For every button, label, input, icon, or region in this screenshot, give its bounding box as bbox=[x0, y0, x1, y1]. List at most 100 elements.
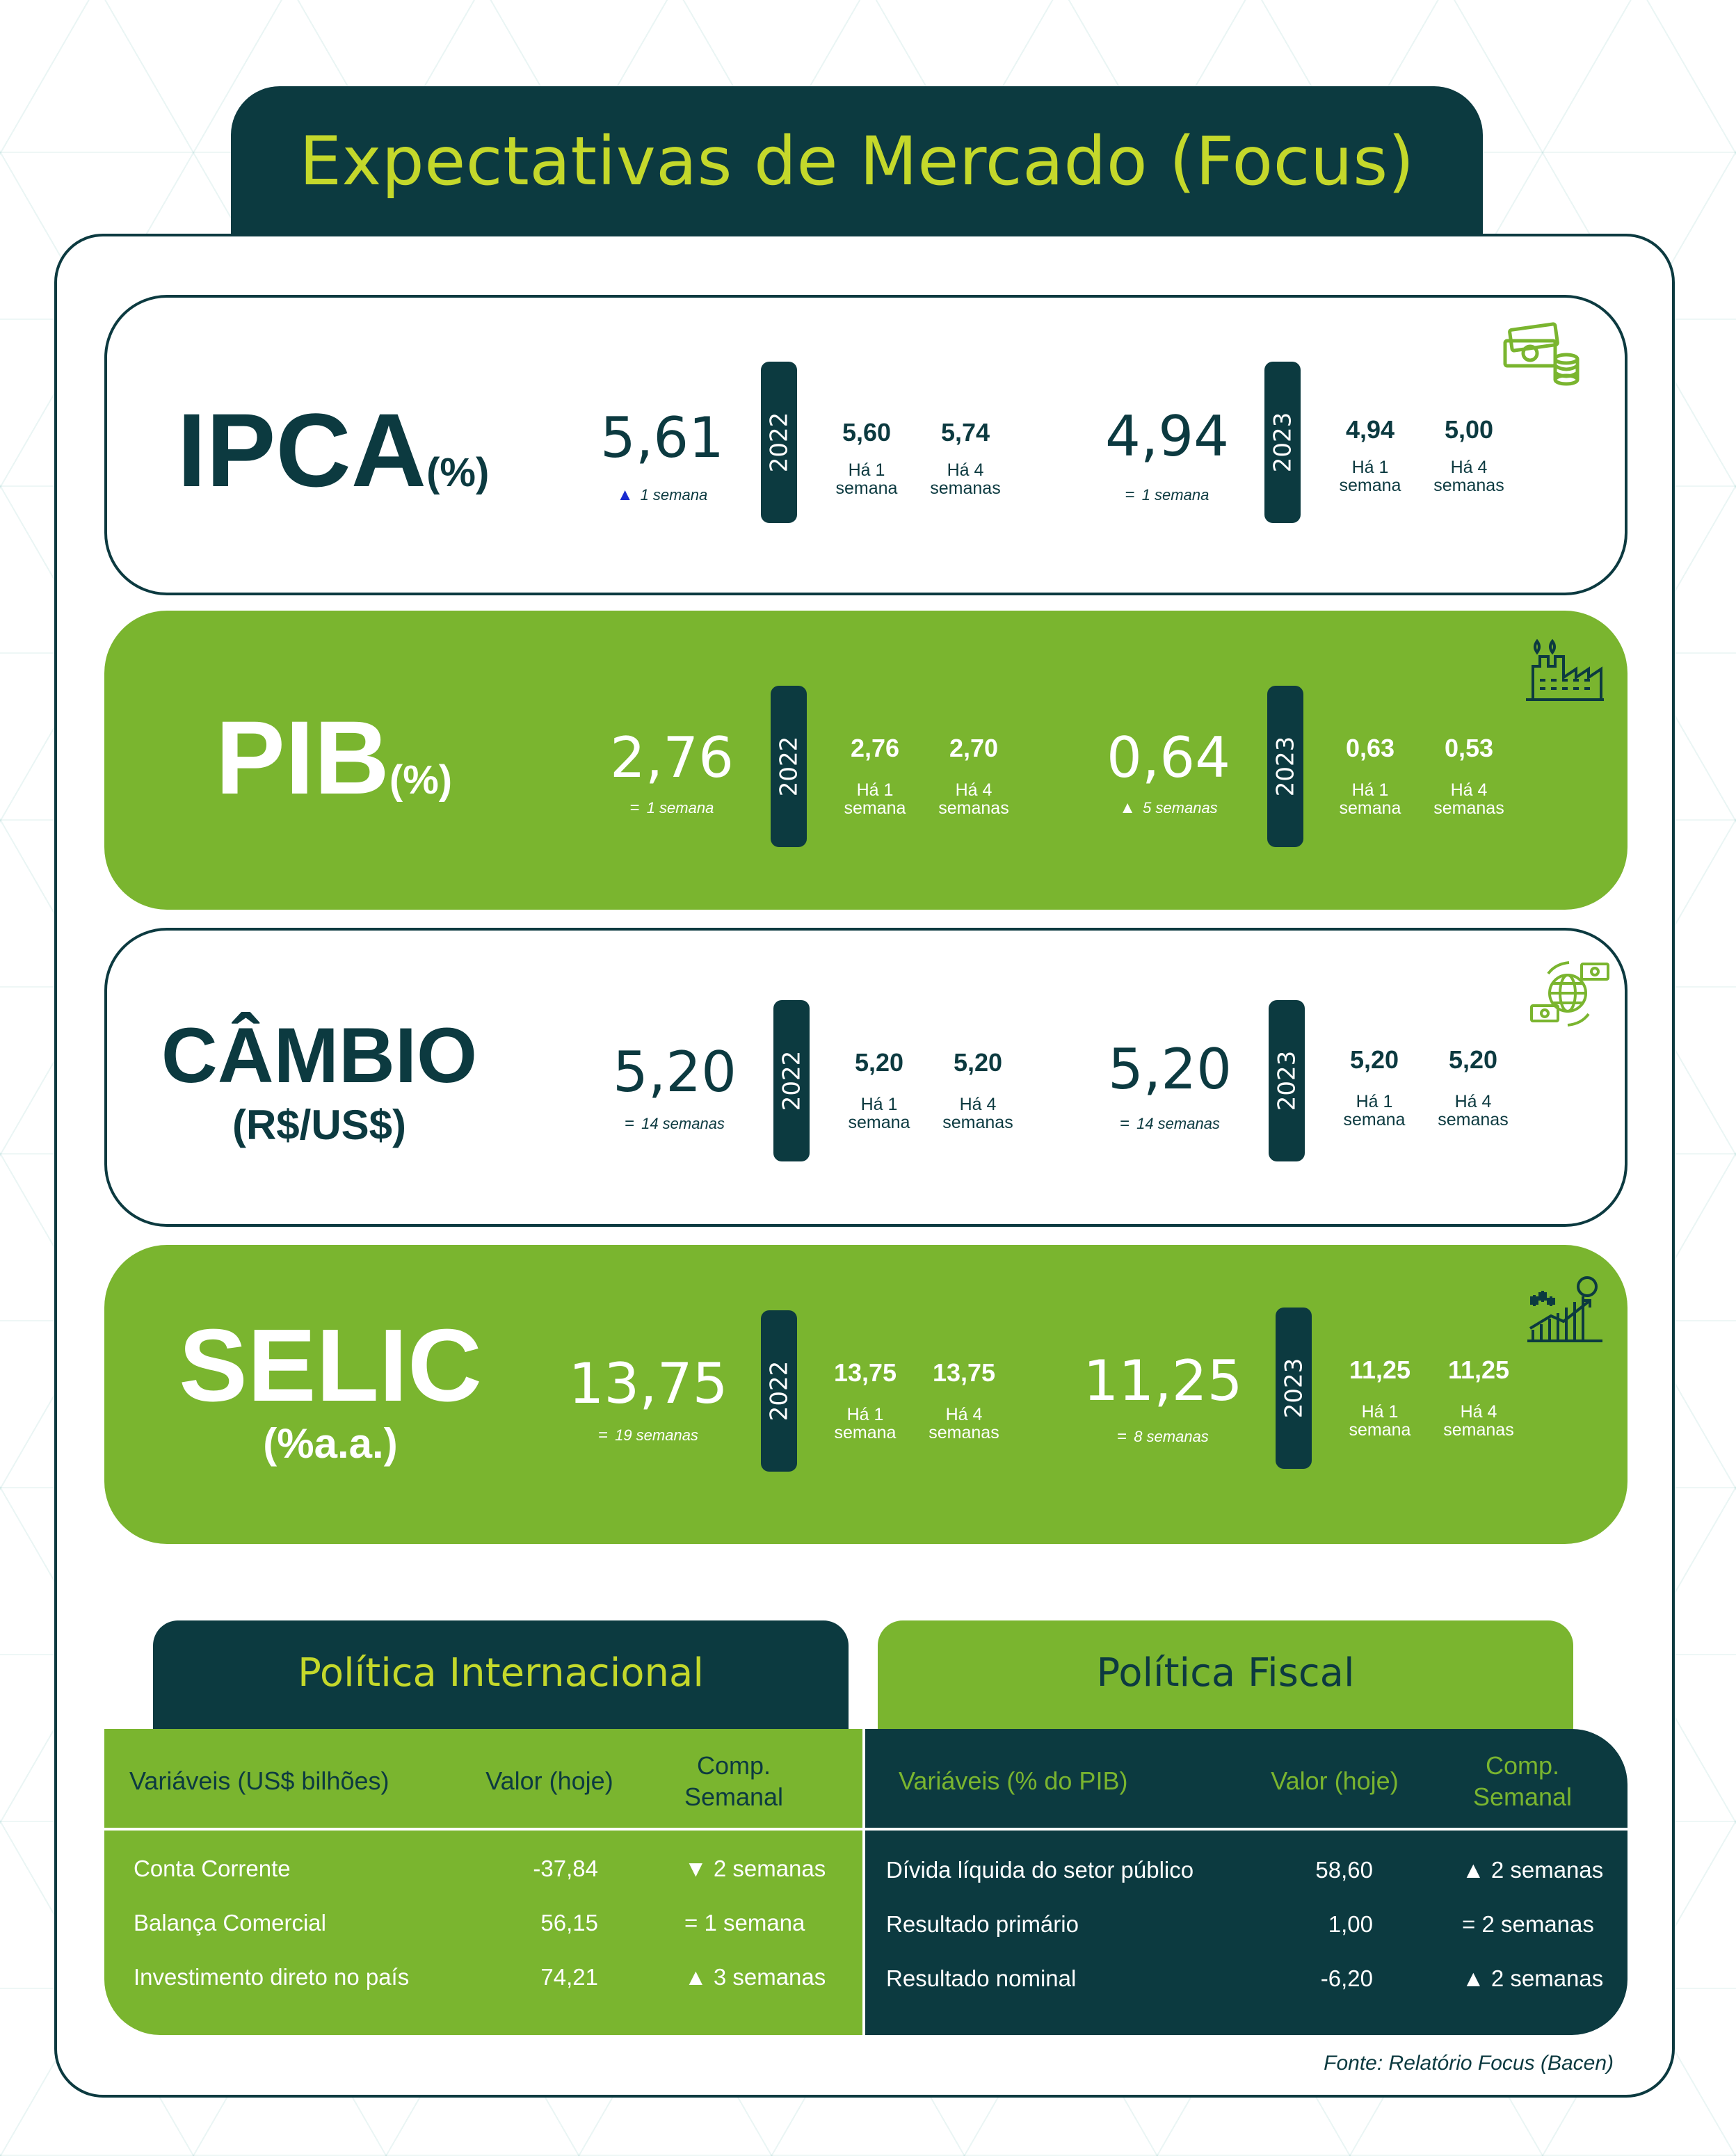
ha1-value-2023: 4,94 bbox=[1345, 415, 1395, 444]
value-2023: 5,20 bbox=[1107, 1037, 1232, 1102]
up-triangle-icon: ▲ bbox=[1462, 1857, 1485, 1883]
row-variable: Investimento direto no país bbox=[134, 1964, 410, 1990]
row-variable: Dívida líquida do setor público bbox=[886, 1857, 1194, 1883]
column-header: Comp. Semanal bbox=[1472, 1751, 1573, 1811]
ha1-label: Há 1 semana bbox=[835, 460, 898, 498]
weekly-indicator-2023: = 14 semanas bbox=[1079, 1116, 1260, 1132]
row-variable: Balança Comercial bbox=[134, 1910, 326, 1936]
year-badge-2023: 2023 bbox=[1269, 1000, 1305, 1161]
indicator-text: 14 semanas bbox=[1136, 1115, 1220, 1132]
row-value: 56,15 bbox=[540, 1910, 598, 1936]
value-2022: 5,20 bbox=[612, 1040, 737, 1104]
ha4-label: Há 4 semanas bbox=[929, 1405, 999, 1442]
ha4-value-2023: 5,00 bbox=[1444, 415, 1494, 444]
ha4-label: Há 4 semanas bbox=[942, 1095, 1013, 1132]
row-comp: ▲ 3 semanas bbox=[684, 1964, 826, 1990]
card-pib: PIB(%) 2,76 = 1 semana 2022 2,76 Há 1 se… bbox=[104, 611, 1628, 910]
ha1-label: Há 1 semana bbox=[1339, 458, 1401, 495]
equal-icon: = bbox=[1462, 1911, 1476, 1937]
up-triangle-icon: ▲ bbox=[1462, 1965, 1485, 1991]
value-2022: 2,76 bbox=[609, 725, 734, 790]
row-comp: ▼ 2 semanas bbox=[684, 1856, 826, 1881]
ha4-label: Há 4 semanas bbox=[930, 460, 1001, 498]
title-banner: Expectativas de Mercado (Focus) bbox=[231, 86, 1483, 236]
column-header: Variáveis (% do PIB) bbox=[899, 1767, 1128, 1795]
card-ipca: IPCA(%) 5,61 ▲ 1 semana 2022 5,60 Há 1 s… bbox=[104, 295, 1628, 595]
weekly-indicator-2022: = 19 semanas bbox=[558, 1427, 739, 1444]
indicator-unit: (%) bbox=[426, 450, 490, 495]
ha4-value-2022: 5,20 bbox=[953, 1048, 1003, 1077]
factory-icon bbox=[1526, 638, 1604, 701]
ha1-label: Há 1 semana bbox=[848, 1095, 910, 1132]
ha1-value-2022: 5,20 bbox=[854, 1048, 904, 1077]
card-selic: SELIC (%a.a.) 13,75 = 19 semanas 2022 13… bbox=[104, 1245, 1628, 1544]
row-comp: ▲ 2 semanas bbox=[1462, 1857, 1604, 1883]
ha1-value-2022: 5,60 bbox=[842, 418, 892, 447]
ha4-label: Há 4 semanas bbox=[938, 780, 1009, 818]
section-title: Política Fiscal bbox=[1096, 1650, 1355, 1696]
tab-politica-internacional: Política Internacional bbox=[153, 1620, 849, 1732]
row-comp: = 2 semanas bbox=[1462, 1911, 1594, 1937]
weekly-indicator-2023: = 8 semanas bbox=[1072, 1429, 1253, 1445]
card-cambio: CÂMBIO (R$/US$) 5,20 = 14 semanas 2022 5… bbox=[104, 928, 1628, 1227]
ha4-value-2022: 5,74 bbox=[940, 418, 990, 447]
ha4-value-2023: 5,20 bbox=[1448, 1045, 1498, 1074]
equal-icon: = bbox=[629, 798, 640, 817]
weekly-indicator-2022: = 1 semana bbox=[581, 800, 762, 816]
row-variable: Conta Corrente bbox=[134, 1856, 291, 1881]
year-badge-2023: 2023 bbox=[1267, 686, 1303, 847]
up-triangle-icon: ▲ bbox=[684, 1964, 707, 1990]
ha1-label: Há 1 semana bbox=[834, 1405, 897, 1442]
value-2022: 5,61 bbox=[600, 405, 725, 470]
ha4-value-2022: 13,75 bbox=[932, 1358, 996, 1387]
indicator-text: 8 semanas bbox=[1134, 1428, 1209, 1445]
equal-icon: = bbox=[625, 1114, 635, 1133]
indicator-name: SELIC bbox=[179, 1308, 482, 1423]
ha1-value-2022: 13,75 bbox=[833, 1358, 897, 1387]
weekly-indicator-2022: = 14 semanas bbox=[584, 1116, 765, 1132]
divider bbox=[865, 1828, 1628, 1831]
money-coins-icon bbox=[1503, 322, 1580, 386]
year-badge-2022: 2022 bbox=[761, 362, 797, 523]
ha4-value-2023: 11,25 bbox=[1447, 1355, 1510, 1384]
section-title: Política Internacional bbox=[298, 1650, 704, 1696]
ha1-value-2023: 5,20 bbox=[1349, 1045, 1399, 1074]
indicator-text: 1 semana bbox=[640, 486, 708, 504]
tab-politica-fiscal: Política Fiscal bbox=[878, 1620, 1573, 1732]
value-2023: 4,94 bbox=[1104, 404, 1230, 469]
indicator-text: 5 semanas bbox=[1143, 799, 1218, 816]
indicator-text: 1 semana bbox=[1141, 486, 1209, 504]
ha1-value-2023: 0,63 bbox=[1345, 734, 1395, 762]
equal-icon: = bbox=[1120, 1114, 1130, 1133]
equal-icon: = bbox=[598, 1426, 609, 1445]
up-triangle-icon: ▲ bbox=[616, 485, 634, 504]
value-2023: 11,25 bbox=[1083, 1349, 1243, 1413]
ha4-label: Há 4 semanas bbox=[1438, 1092, 1509, 1129]
indicator-name: PIB bbox=[215, 699, 389, 816]
source-note: Fonte: Relatório Focus (Bacen) bbox=[1324, 2052, 1614, 2075]
ha4-value-2022: 2,70 bbox=[949, 734, 999, 762]
ha4-value-2023: 0,53 bbox=[1444, 734, 1494, 762]
page-title: Expectativas de Mercado (Focus) bbox=[299, 122, 1415, 200]
row-value: 1,00 bbox=[1328, 1911, 1373, 1937]
ha4-label: Há 4 semanas bbox=[1443, 1402, 1514, 1440]
up-triangle-icon: ▲ bbox=[1119, 798, 1136, 817]
row-value: 74,21 bbox=[540, 1964, 598, 1990]
value-2023: 0,64 bbox=[1106, 725, 1231, 790]
column-header: Variáveis (US$ bilhões) bbox=[129, 1767, 389, 1795]
row-variable: Resultado nominal bbox=[886, 1965, 1077, 1991]
year-badge-2023: 2023 bbox=[1264, 362, 1301, 523]
row-comp: ▲ 2 semanas bbox=[1462, 1965, 1604, 1991]
equal-icon: = bbox=[1125, 485, 1135, 504]
ha4-label: Há 4 semanas bbox=[1433, 780, 1504, 818]
ha1-label: Há 1 semana bbox=[1339, 780, 1401, 818]
row-variable: Resultado primário bbox=[886, 1911, 1079, 1937]
equal-icon: = bbox=[684, 1910, 698, 1936]
indicator-unit: (R$/US$) bbox=[232, 1102, 407, 1148]
indicator-unit: (%a.a.) bbox=[263, 1420, 398, 1467]
divider bbox=[104, 1828, 862, 1831]
ha4-label: Há 4 semanas bbox=[1433, 458, 1504, 495]
indicator-unit: (%) bbox=[389, 757, 453, 803]
year-badge-2022: 2022 bbox=[771, 686, 807, 847]
ha1-value-2022: 2,76 bbox=[850, 734, 900, 762]
